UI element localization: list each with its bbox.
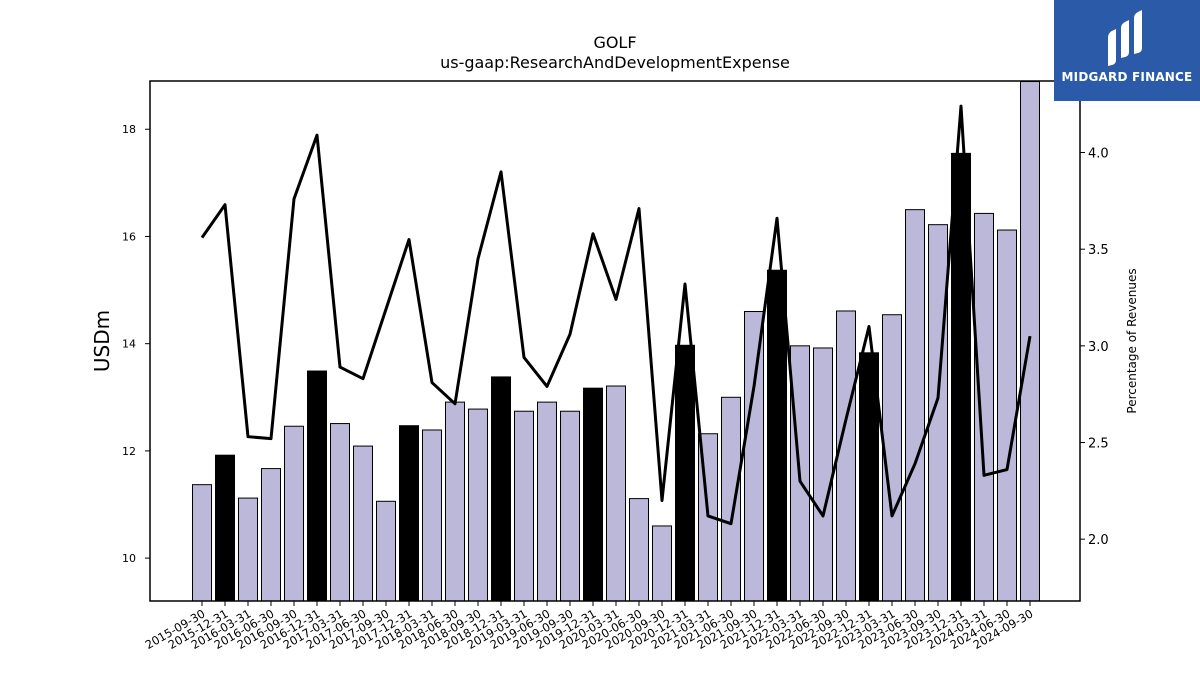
percentage-line [200,104,1032,526]
bar [445,401,465,602]
plot-frame [149,80,1081,602]
y-tick-label: 12 [122,445,136,458]
y2-tick-label: 2.5 [1088,436,1109,451]
y-tick-label: 14 [122,338,136,351]
bar [307,370,327,602]
bar [330,423,350,602]
bar [353,445,373,602]
y2-tick-label: 4.0 [1088,147,1109,162]
y-axis: 10 12 14 16 18 [122,123,150,565]
y2-axis: 2.0 2.5 3.0 3.5 4.0 [1080,147,1109,548]
y2-tick-label: 2.0 [1088,533,1109,548]
bar [744,311,764,602]
bar [813,347,833,602]
bar [215,454,235,602]
bar [629,498,649,602]
bar [836,310,856,602]
y-tick-label: 18 [122,123,136,136]
bar [284,425,304,602]
chart-title: GOLF [593,33,636,52]
bar [491,376,511,602]
bar [675,344,695,602]
bar [997,229,1017,602]
midgard-finance-logo: MIDGARD FINANCE [1054,0,1200,101]
logo-text: MIDGARD FINANCE [1061,70,1193,84]
bar [537,401,557,602]
bar [974,212,994,602]
bar [560,410,580,602]
x-axis: 2015-09-302015-12-312016-03-312016-06-30… [143,601,1036,652]
bar [399,425,419,602]
bar [767,269,787,602]
y-tick-label: 10 [122,552,136,565]
bar [468,408,488,602]
y2-axis-label: Percentage of Revenues [1125,268,1139,413]
chart-subtitle: us-gaap:ResearchAndDevelopmentExpense [440,53,790,72]
y-axis-label: USDm [90,310,114,372]
midgard-logo-icon [1108,10,1142,66]
bar [376,500,396,602]
bar [606,385,626,602]
bars-group [192,81,1040,602]
bar [583,387,603,602]
bar [422,429,442,602]
y-tick-label: 16 [122,230,136,243]
bar [238,497,258,602]
y2-tick-label: 3.5 [1088,243,1109,258]
bar [261,468,281,602]
bar [905,209,925,602]
bar [192,484,212,602]
bar [721,396,741,602]
y2-tick-label: 3.0 [1088,340,1109,355]
bar [514,410,534,602]
bar [652,525,672,602]
